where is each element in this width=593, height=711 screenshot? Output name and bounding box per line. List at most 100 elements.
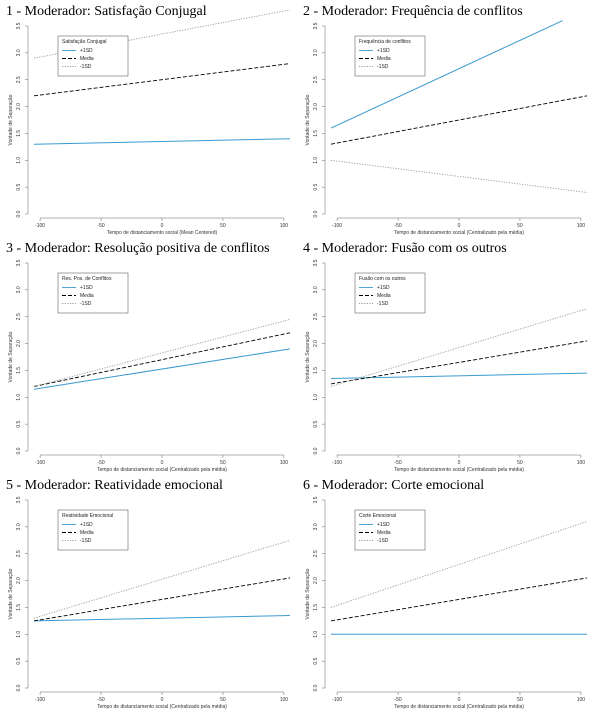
- x-tick-label: 100: [577, 460, 586, 466]
- x-tick-label: 0: [458, 460, 461, 466]
- x-axis-label: Tempo de distanciamento social (Centrali…: [97, 467, 227, 473]
- y-tick-label: 1.5: [16, 130, 22, 137]
- chart-title: 4 - Moderador: Fusão com os outros: [303, 241, 507, 256]
- chart-panel-3: 3 - Moderador: Resolução positiva de con…: [0, 237, 296, 474]
- series-line-2: [330, 95, 588, 145]
- legend-label: Media: [80, 293, 94, 299]
- y-tick-label: 3.5: [313, 259, 319, 266]
- legend-label: +1SD: [80, 48, 93, 54]
- y-tick-label: 0.0: [16, 447, 22, 454]
- y-tick-label: 2.5: [16, 313, 22, 320]
- y-axis-label: Vontade de Separação: [8, 568, 14, 619]
- legend-title: Fusão com os outros: [359, 276, 406, 282]
- plot-area: 0.0 0.5 1.0 1.5 2.0 2.5 3.0 3.5 Vontade de Separ…: [305, 20, 588, 236]
- y-tick-label: 3.0: [313, 49, 319, 56]
- chart-panel-6: 6 - Moderador: Corte emocional 0.0 0.5 1.0 1…: [297, 474, 593, 711]
- x-tick-label: -100: [35, 697, 45, 703]
- y-tick-label: 2.0: [16, 340, 22, 347]
- legend-box: [354, 272, 426, 314]
- series-line-1: [33, 615, 291, 622]
- y-tick-label: 1.5: [16, 367, 22, 374]
- y-tick-label: 3.5: [16, 22, 22, 29]
- chart-panel-5: 5 - Moderador: Reatividade emocional 0.0 0…: [0, 474, 296, 711]
- chart-panel-1: 1 - Moderador: Satisfação Conjugal 0.0 0.5…: [0, 0, 296, 237]
- legend-title: Satisfação Conjugal: [62, 39, 106, 45]
- legend-label: +1SD: [377, 48, 390, 54]
- y-tick-label: 1.0: [313, 394, 319, 401]
- x-tick-label: -50: [394, 460, 401, 466]
- legend: Reatividade Emocional +1SD Media -1SD: [57, 509, 129, 551]
- x-axis-label: Tempo de distanciamento social (Centrali…: [394, 467, 524, 473]
- y-tick-label: 3.0: [16, 286, 22, 293]
- chart-panel-2: 2 - Moderador: Frequência de conflitos 0.…: [297, 0, 593, 237]
- y-tick-label: 3.0: [313, 523, 319, 530]
- y-tick-label: 0.5: [313, 657, 319, 664]
- y-axis-label: Vontade de Separação: [305, 331, 311, 382]
- series-line-2: [33, 332, 291, 387]
- legend-label: Media: [377, 56, 391, 62]
- plot-area: 0.0 0.5 1.0 1.5 2.0 2.5 3.0 3.5 Vontade de Separ…: [8, 9, 291, 236]
- x-tick-label: -100: [332, 697, 342, 703]
- y-tick-label: 2.0: [16, 577, 22, 584]
- y-tick-label: 1.5: [16, 604, 22, 611]
- series-line-1: [330, 372, 588, 379]
- y-tick-label: 2.5: [313, 313, 319, 320]
- legend-label: Media: [377, 530, 391, 536]
- legend-label: -1SD: [80, 64, 92, 70]
- y-tick-label: 2.5: [313, 550, 319, 557]
- x-tick-label: 0: [458, 223, 461, 229]
- y-tick-label: 1.5: [313, 604, 319, 611]
- y-tick-label: 3.5: [16, 259, 22, 266]
- y-tick-label: 3.0: [16, 49, 22, 56]
- series-line-3: [330, 521, 588, 608]
- x-tick-label: 100: [280, 460, 289, 466]
- y-tick-label: 1.5: [313, 367, 319, 374]
- legend: Corte Emocional +1SD Media -1SD: [354, 509, 426, 551]
- x-axis-label: Tempo de distanciamento social (Centrali…: [97, 704, 227, 710]
- series-line-2: [33, 63, 291, 97]
- chart-title: 3 - Moderador: Resolução positiva de con…: [6, 241, 270, 256]
- legend-label: -1SD: [377, 64, 389, 70]
- y-tick-label: 1.0: [16, 631, 22, 638]
- x-tick-label: 100: [280, 697, 289, 703]
- x-tick-label: 0: [161, 223, 164, 229]
- x-tick-label: -50: [97, 223, 104, 229]
- legend-label: +1SD: [80, 285, 93, 291]
- x-tick-label: 0: [161, 697, 164, 703]
- plot-area: 0.0 0.5 1.0 1.5 2.0 2.5 3.0 3.5 Vontade de Separ…: [305, 259, 588, 473]
- x-tick-label: -100: [332, 223, 342, 229]
- y-tick-label: 1.5: [313, 130, 319, 137]
- chart-panel-4: 4 - Moderador: Fusão com os outros 0.0 0.5…: [297, 237, 593, 474]
- legend-title: Corte Emocional: [359, 513, 396, 519]
- chart-title: 2 - Moderador: Frequência de conflitos: [303, 4, 523, 19]
- x-tick-label: -50: [97, 460, 104, 466]
- x-tick-label: -100: [35, 460, 45, 466]
- y-tick-label: 3.5: [313, 22, 319, 29]
- y-tick-label: 2.5: [16, 550, 22, 557]
- x-tick-label: -50: [394, 223, 401, 229]
- legend-label: +1SD: [80, 522, 93, 528]
- y-tick-label: 0.5: [313, 183, 319, 190]
- y-tick-label: 0.5: [16, 420, 22, 427]
- x-tick-label: 50: [517, 223, 523, 229]
- plot-area: 0.0 0.5 1.0 1.5 2.0 2.5 3.0 3.5 Vontade de Separ…: [305, 496, 588, 710]
- x-tick-label: 50: [517, 460, 523, 466]
- series-line-2: [330, 340, 588, 385]
- x-tick-label: 0: [161, 460, 164, 466]
- y-tick-label: 0.5: [16, 183, 22, 190]
- series-line-3: [33, 318, 291, 387]
- x-tick-label: -50: [97, 697, 104, 703]
- y-tick-label: 0.0: [16, 210, 22, 217]
- x-tick-label: 0: [458, 697, 461, 703]
- series-line-1: [33, 138, 291, 145]
- y-tick-label: 3.0: [16, 523, 22, 530]
- legend-label: Media: [80, 530, 94, 536]
- chart-title: 6 - Moderador: Corte emocional: [303, 478, 485, 493]
- series-line-1: [330, 20, 563, 129]
- x-tick-label: 100: [280, 223, 289, 229]
- series-line-2: [33, 577, 291, 622]
- legend-label: +1SD: [377, 285, 390, 291]
- series-line-2: [330, 577, 588, 622]
- y-tick-label: 1.0: [313, 157, 319, 164]
- x-tick-label: -50: [394, 697, 401, 703]
